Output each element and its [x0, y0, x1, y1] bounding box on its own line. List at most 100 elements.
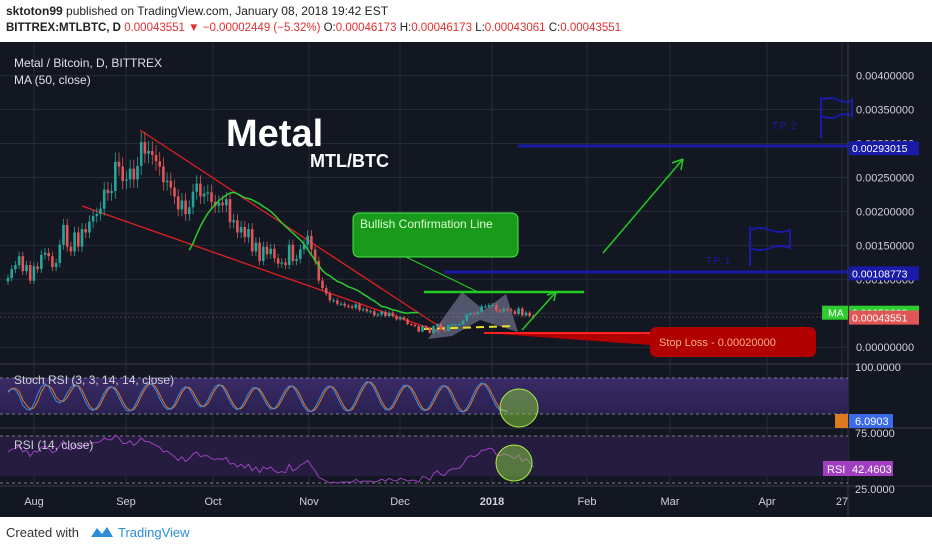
candle-body — [317, 260, 321, 281]
candle-body — [228, 199, 232, 223]
time-tick-label: Dec — [390, 496, 410, 508]
publisher-name[interactable]: sktoton99 — [6, 4, 63, 18]
time-tick-label: Mar — [661, 496, 680, 508]
candle-body — [40, 254, 43, 270]
candle-body — [28, 265, 32, 281]
candle-body — [284, 262, 287, 266]
chart-title: Metal / Bitcoin, D, BITTREX — [14, 56, 162, 70]
close-label: C: — [548, 22, 561, 34]
rsi-line — [7, 434, 534, 484]
candle-body — [154, 155, 158, 162]
candle-body — [387, 312, 391, 316]
candle-body — [36, 266, 39, 270]
candle-body — [269, 248, 272, 255]
price-tick-label: 0.00350000 — [856, 105, 914, 117]
candle-body — [332, 300, 335, 302]
candle-body — [339, 303, 343, 305]
price-candles — [6, 131, 535, 334]
low-value: 0.00043061 — [484, 22, 546, 34]
candle-body — [88, 221, 91, 233]
candle-body — [232, 220, 235, 223]
candle-body — [91, 216, 95, 222]
rsi-tag: RSI — [827, 464, 845, 476]
candle-body — [310, 235, 313, 250]
rsi-value-box — [823, 461, 893, 476]
candle-body — [151, 150, 154, 156]
price-tag-box — [849, 266, 919, 281]
time-tick-label: 2018 — [480, 496, 504, 508]
candle-body — [406, 319, 409, 325]
candle-body — [117, 161, 121, 167]
candle-body — [361, 309, 365, 311]
chart-area[interactable]: Metal MTL/BTC T.P. 2 T.P. 1 Bullish Conf… — [0, 42, 932, 517]
low-label: L: — [475, 22, 485, 34]
time-tick-label: 27 — [836, 496, 848, 508]
candle-body — [99, 208, 102, 215]
candle-body — [54, 263, 58, 268]
time-tick-label: Feb — [578, 496, 597, 508]
rsi-highlight-circle — [495, 444, 533, 482]
time-tick-label: Apr — [758, 496, 775, 508]
candle-body — [121, 166, 124, 181]
candle-body — [184, 200, 187, 215]
tradingview-brand[interactable]: TradingView — [118, 525, 190, 540]
candle-body — [202, 193, 206, 197]
candle-body — [73, 232, 76, 252]
candle-body — [491, 305, 494, 307]
candle-body — [110, 191, 113, 194]
candle-body — [402, 317, 406, 320]
candle-body — [376, 314, 380, 316]
candle-body — [487, 305, 491, 307]
candle-body — [77, 232, 80, 247]
candle-body — [421, 326, 424, 332]
price-tick-label: 0.00400000 — [856, 71, 914, 83]
candle-body — [188, 207, 191, 215]
high-value: 0.00046173 — [411, 22, 472, 34]
candle-body — [369, 311, 372, 313]
candle-body — [58, 244, 62, 264]
price-tag-box — [849, 310, 919, 325]
price-tag-marker — [822, 305, 848, 320]
candle-body — [147, 150, 150, 154]
candle-body — [47, 252, 50, 257]
candle-body — [428, 328, 432, 333]
stoch-d-line — [7, 381, 508, 413]
price-axis-labels: 0.002930150.001087730.00050808MA0.000435… — [822, 141, 919, 325]
candle-body — [162, 166, 165, 183]
candle-body — [435, 324, 439, 327]
overlay-title: Metal — [226, 113, 323, 155]
candle-body — [136, 165, 139, 180]
candle-body — [373, 311, 376, 316]
candle-body — [250, 229, 254, 252]
trend-wedge — [81, 129, 441, 333]
ma50-line — [188, 191, 419, 315]
candle-body — [291, 244, 295, 261]
price-tag-text: 0.00108773 — [852, 268, 908, 280]
candle-body — [132, 168, 136, 180]
candle-body — [476, 311, 480, 314]
candle-body — [25, 265, 28, 272]
bullish-callout-box — [352, 212, 519, 258]
candle-body — [336, 300, 339, 304]
down-arrow-icon: ▼ — [188, 22, 200, 34]
candle-body — [125, 179, 128, 181]
created-with-text: Created with — [6, 525, 79, 540]
stoch-highlight-circle — [499, 388, 539, 428]
candle-body — [254, 242, 258, 252]
candle-body — [65, 224, 69, 247]
candle-body — [513, 311, 517, 314]
time-axis[interactable]: Aug Sep Oct Nov Dec 2018 Feb Mar Apr 27 — [24, 496, 848, 508]
open-label: O: — [323, 22, 336, 34]
price-tag-box — [849, 141, 919, 156]
last-price: 0.00043551 — [124, 22, 185, 34]
candle-body — [395, 315, 398, 320]
rsi-value: 42.4603 — [852, 464, 892, 476]
candle-body — [80, 229, 84, 247]
candle-body — [206, 192, 210, 194]
candle-body — [450, 324, 454, 326]
candle-body — [262, 246, 265, 261]
candle-body — [358, 304, 361, 310]
candle-body — [506, 309, 509, 311]
candle-body — [321, 280, 324, 289]
candle-body — [350, 306, 354, 308]
